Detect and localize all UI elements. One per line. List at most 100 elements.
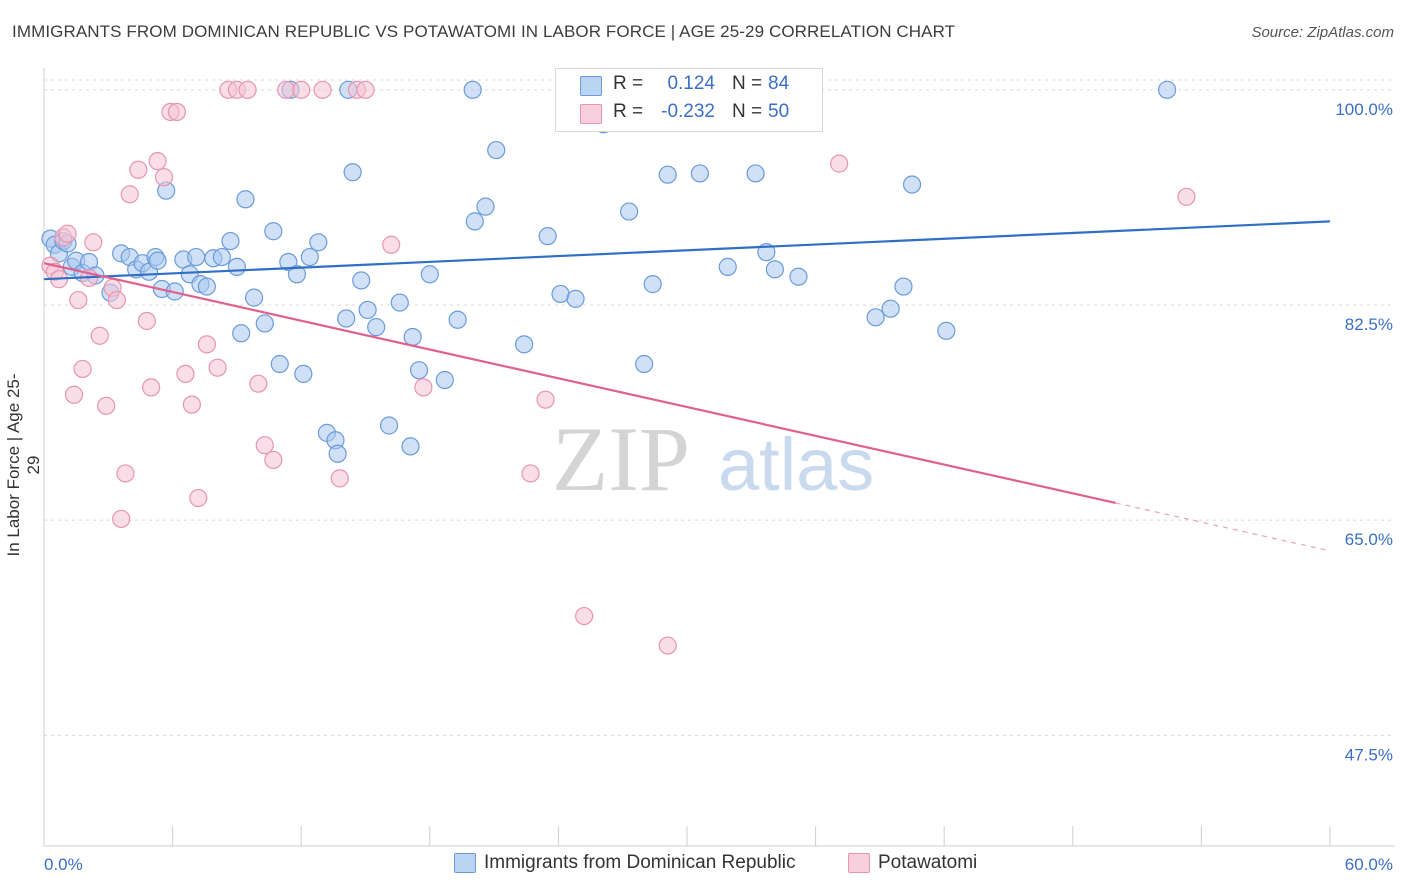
axes <box>43 68 1395 847</box>
bottom-legend-label: Immigrants from Dominican Republic <box>484 852 796 873</box>
point-potawatomi <box>330 469 349 488</box>
point-dominican <box>294 364 313 383</box>
legend-n-label: N = <box>732 101 763 122</box>
point-potawatomi <box>64 385 84 404</box>
point-dominican <box>328 444 347 463</box>
point-dominican <box>463 80 482 99</box>
y-axis-label: In Labor Force | Age 25-29 <box>4 373 43 557</box>
point-dominican <box>1158 80 1177 99</box>
point-dominican <box>264 222 283 241</box>
point-potawatomi <box>208 358 227 377</box>
point-potawatomi <box>189 488 208 508</box>
legend-r-label: R = <box>613 101 644 122</box>
point-dominican <box>465 212 484 231</box>
point-dominican <box>148 251 167 270</box>
point-dominican <box>390 293 409 312</box>
point-potawatomi <box>112 509 131 529</box>
point-potawatomi <box>292 80 311 99</box>
point-potawatomi <box>536 390 555 409</box>
point-dominican <box>902 175 922 194</box>
legend-swatch-blue <box>580 76 602 96</box>
trend-line-potawatomi-dashed <box>1115 502 1331 552</box>
point-dominican <box>937 321 956 340</box>
point-potawatomi <box>148 152 167 171</box>
point-dominican <box>227 257 246 276</box>
point-potawatomi <box>97 396 116 415</box>
point-dominican <box>197 277 216 296</box>
point-potawatomi <box>120 185 139 204</box>
point-dominican <box>765 260 784 279</box>
point-dominican <box>658 165 677 184</box>
point-dominican <box>343 163 362 182</box>
point-dominican <box>300 247 319 267</box>
point-dominican <box>244 288 264 307</box>
point-potawatomi <box>129 160 148 179</box>
point-dominican <box>279 252 298 272</box>
point-dominican <box>236 190 255 209</box>
point-dominican <box>358 300 377 320</box>
point-dominican <box>746 164 765 183</box>
point-dominican <box>566 289 585 308</box>
point-dominican <box>367 318 386 337</box>
bottom-legend-label: Potawatomi <box>878 852 978 873</box>
point-potawatomi <box>137 311 156 331</box>
point-dominican <box>515 335 534 354</box>
point-potawatomi <box>255 436 274 455</box>
point-dominican <box>270 354 289 374</box>
point-dominican <box>420 265 439 284</box>
point-dominican <box>232 324 251 343</box>
watermark-zip: ZIP <box>552 408 690 510</box>
point-potawatomi <box>249 374 268 393</box>
point-potawatomi <box>658 636 677 655</box>
data-points <box>41 80 1196 655</box>
point-potawatomi <box>73 359 92 379</box>
point-potawatomi <box>116 464 135 483</box>
legend-swatch-pink <box>580 104 602 124</box>
point-dominican <box>379 416 399 435</box>
point-potawatomi <box>167 102 186 122</box>
trend-line-potawatomi <box>43 262 1116 505</box>
point-potawatomi <box>521 464 540 483</box>
legend-n-label: N = <box>732 73 763 94</box>
point-dominican <box>187 247 206 267</box>
point-potawatomi <box>313 80 332 99</box>
point-potawatomi <box>154 168 174 187</box>
point-dominican <box>337 309 356 328</box>
point-potawatomi <box>575 606 594 626</box>
point-dominican <box>551 284 570 304</box>
watermark-atlas: atlas <box>718 423 874 506</box>
bottom-legend-swatch-blue <box>454 853 476 873</box>
point-dominican <box>635 354 654 374</box>
point-dominican <box>620 202 639 221</box>
trend-line-dominican <box>43 220 1331 281</box>
point-dominican <box>690 164 709 183</box>
point-potawatomi <box>414 378 433 397</box>
legend-n-value: 84 <box>768 73 790 94</box>
y-tick-label: 65.0% <box>1345 530 1393 549</box>
point-potawatomi <box>264 450 283 470</box>
point-potawatomi <box>107 290 126 310</box>
point-dominican <box>352 271 371 290</box>
point-dominican <box>881 299 900 318</box>
point-dominican <box>287 265 307 284</box>
legend-r-value: -0.232 <box>661 101 715 122</box>
point-potawatomi <box>1177 187 1196 206</box>
point-potawatomi <box>197 335 216 354</box>
gridlines <box>44 79 1395 736</box>
x-tick-label: 0.0% <box>44 855 83 874</box>
point-potawatomi <box>176 364 195 383</box>
point-dominican <box>487 140 506 160</box>
point-dominican <box>476 197 495 216</box>
point-dominican <box>718 257 737 276</box>
y-tick-label: 47.5% <box>1345 745 1393 764</box>
watermark: ZIP atlas <box>552 408 874 510</box>
point-dominican <box>643 275 662 294</box>
point-potawatomi <box>69 290 88 310</box>
point-potawatomi <box>182 395 201 414</box>
point-dominican <box>309 233 328 252</box>
point-potawatomi <box>830 154 849 173</box>
chart-title: IMMIGRANTS FROM DOMINICAN REPUBLIC VS PO… <box>12 22 956 41</box>
point-dominican <box>448 310 467 329</box>
legend-r-label: R = <box>613 73 644 94</box>
